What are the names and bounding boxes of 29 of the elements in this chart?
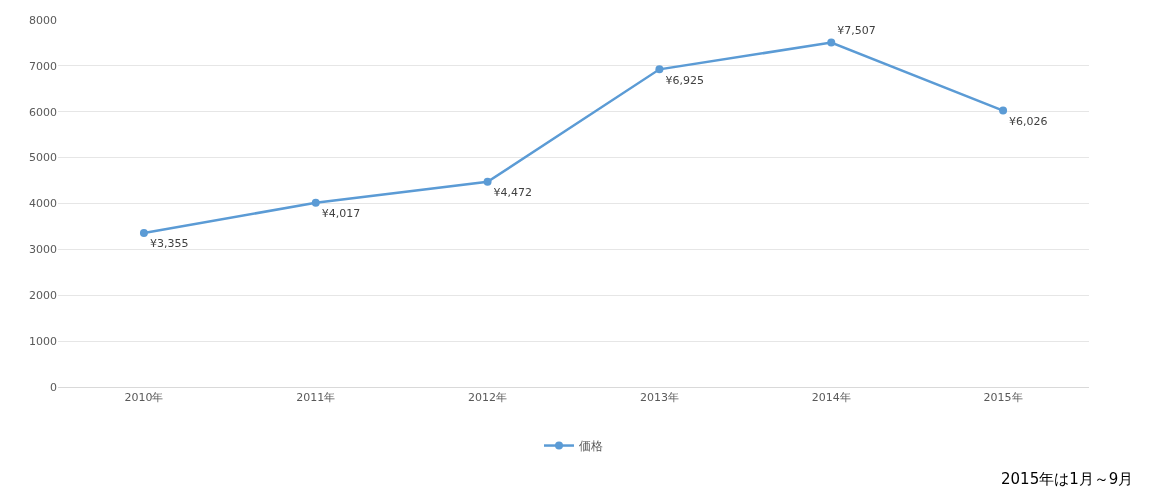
point xyxy=(999,106,1008,115)
text: 2015年は1月～9月 xyxy=(1001,470,1134,488)
data-label: ¥4,017 xyxy=(321,206,361,220)
data-label: ¥4,472 xyxy=(493,186,533,200)
data-label: ¥3,355 xyxy=(149,237,189,251)
point xyxy=(311,198,320,207)
x-tick-label: 2012年 xyxy=(468,391,508,405)
x-tick-label: 2010年 xyxy=(124,391,164,405)
x-tick-label: 2013年 xyxy=(639,391,679,405)
y-tick-label: 4000 xyxy=(29,197,57,211)
y-tick-label: 8000 xyxy=(29,13,57,27)
y-tick-label: 0 xyxy=(50,380,57,394)
y-tick-label: 6000 xyxy=(29,105,57,119)
x-tick-label: 2011年 xyxy=(296,391,336,405)
legend-label: 価格 xyxy=(579,439,603,454)
y-tick-label: 5000 xyxy=(29,151,57,165)
x-tick-label: 2015年 xyxy=(983,391,1023,405)
data-label: ¥7,507 xyxy=(837,23,876,37)
y-tick-label: 3000 xyxy=(29,243,57,257)
y-tick-label: 1000 xyxy=(29,334,57,348)
point xyxy=(483,177,492,186)
data-label: ¥6,026 xyxy=(1009,114,1048,128)
data-label: ¥6,925 xyxy=(665,73,704,87)
x-tick-label: 2014年 xyxy=(811,391,851,405)
point xyxy=(655,65,664,74)
point xyxy=(139,229,148,238)
y-tick-label: 7000 xyxy=(29,59,57,73)
point xyxy=(827,38,836,47)
y-tick-label: 2000 xyxy=(29,289,57,303)
